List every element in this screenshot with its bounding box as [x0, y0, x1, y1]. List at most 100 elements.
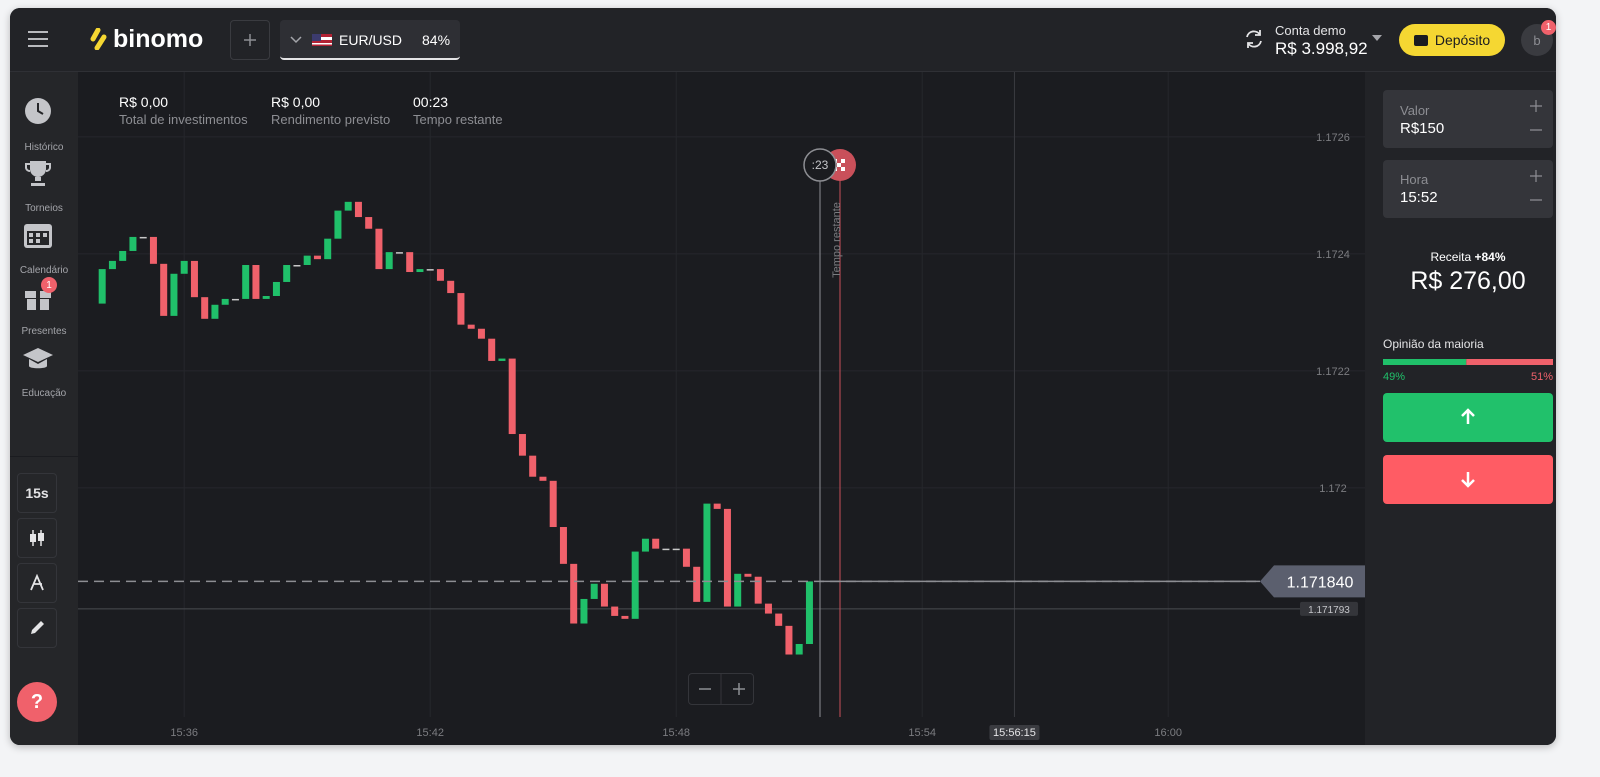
- chevron: [290, 36, 302, 44]
- y-tick-label: 1.1724: [1316, 249, 1350, 261]
- help-button[interactable]: ?: [17, 682, 57, 722]
- history-icon[interactable]: [23, 96, 53, 126]
- candle: [436, 269, 444, 281]
- candle: [201, 297, 209, 319]
- candle: [406, 252, 414, 273]
- majority-down-bar: [1466, 359, 1553, 365]
- profit: R$ 276,00: [1410, 267, 1526, 295]
- expiry-label: 15:56:15: [993, 727, 1036, 739]
- time-input[interactable]: Hora 15:52: [1383, 160, 1553, 218]
- candle: [375, 228, 383, 270]
- account-label[interactable]: Conta demo: [1275, 23, 1346, 38]
- down-arrow: [1461, 472, 1475, 488]
- candle: [313, 255, 321, 260]
- header: binomo EUR/USD 84% Conta demo R$ 3.998,9…: [10, 8, 1556, 72]
- candle: [149, 236, 157, 264]
- logo-icon: [90, 28, 107, 50]
- expiry-label-box: [989, 725, 1040, 740]
- candle: [693, 566, 701, 602]
- y-tick-label: 1.172: [1319, 483, 1347, 495]
- current-price-label: 1.171840: [1287, 574, 1354, 591]
- candle: [734, 573, 742, 607]
- candle: [160, 263, 168, 316]
- education-icon[interactable]: [22, 346, 54, 372]
- y-tick-label: 1.1722: [1316, 366, 1350, 378]
- calendar-icon[interactable]: [24, 221, 52, 248]
- timer-countdown: :23: [812, 158, 829, 172]
- candle: [98, 269, 106, 304]
- stepper[interactable]: [1529, 168, 1543, 208]
- chart-type-button[interactable]: [17, 518, 57, 558]
- down-button[interactable]: [1383, 455, 1553, 504]
- candle: [211, 304, 219, 319]
- amount-label: Valor: [1400, 103, 1430, 118]
- candle: [252, 265, 260, 299]
- logo[interactable]: binomo: [113, 25, 204, 53]
- nav-label[interactable]: Torneios: [25, 203, 63, 214]
- majority-bar: [1383, 359, 1553, 365]
- deposit-label: Depósito: [1434, 32, 1491, 48]
- current-price-box: [1260, 565, 1365, 598]
- candle: [262, 296, 270, 299]
- stat-value: R$ 0,00: [271, 94, 321, 110]
- asset-name: EUR/USD: [339, 32, 403, 48]
- x-tick-label: 15:48: [662, 727, 690, 739]
- timeframe-button[interactable]: 15s: [17, 473, 57, 513]
- candle: [580, 598, 588, 624]
- asset-tab[interactable]: EUR/USD 84%: [280, 20, 460, 60]
- candle: [334, 210, 342, 239]
- divider: [10, 456, 78, 457]
- time: 15:52: [1400, 189, 1438, 206]
- candle: [703, 503, 711, 602]
- candle: [682, 548, 690, 567]
- trophy-icon[interactable]: [24, 159, 52, 187]
- candle: [354, 201, 362, 218]
- candle: [590, 583, 598, 599]
- indicator-icon: [30, 574, 44, 591]
- refresh-icon[interactable]: [1243, 28, 1265, 50]
- stepper[interactable]: [1529, 98, 1543, 138]
- previous-price-label: 1.171793: [1308, 605, 1350, 616]
- candle: [559, 527, 567, 564]
- menu-icon[interactable]: [28, 30, 48, 48]
- majority-up: 49%: [1383, 371, 1406, 383]
- app: binomo EUR/USD 84% Conta demo R$ 3.998,9…: [10, 8, 1556, 745]
- payout: +84%: [1474, 250, 1506, 264]
- pencil-icon: [31, 621, 44, 634]
- candle: [190, 260, 198, 298]
- nav-label[interactable]: Presentes: [21, 326, 67, 337]
- candle: [293, 265, 301, 267]
- y-tick-label: 1.1726: [1316, 132, 1350, 144]
- timer-circle: [803, 148, 837, 182]
- candle: [139, 236, 147, 239]
- amount-input[interactable]: Valor R$150: [1383, 90, 1553, 148]
- zoom-icons[interactable]: [689, 674, 753, 704]
- candle: [775, 613, 783, 626]
- nav-label[interactable]: Educação: [21, 388, 67, 399]
- amount: R$150: [1400, 120, 1445, 137]
- candle: [447, 280, 455, 294]
- candle: [662, 548, 670, 551]
- nav-label[interactable]: Calendário: [19, 265, 69, 276]
- candle: [611, 606, 619, 616]
- add-asset-button[interactable]: [230, 20, 270, 60]
- indicators-button[interactable]: [17, 563, 57, 603]
- candle: [344, 201, 352, 211]
- deposit-button[interactable]: Depósito: [1399, 24, 1505, 56]
- chart: 1.1726 1.1724 1.1722 1.172 15:36 15:42 15:48 15…: [78, 72, 1365, 740]
- up-button[interactable]: [1383, 393, 1553, 442]
- candle: [477, 328, 485, 339]
- gift-icon[interactable]: [24, 283, 52, 311]
- candle: [221, 298, 229, 305]
- nav-label[interactable]: Histórico: [24, 142, 64, 153]
- draw-button[interactable]: [17, 608, 57, 648]
- candle: [365, 217, 373, 229]
- balance[interactable]: R$ 3.998,92: [1275, 39, 1368, 58]
- candle: [426, 269, 434, 271]
- candle: [119, 250, 127, 261]
- timer-label: Tempo restante: [831, 202, 843, 278]
- account-caret[interactable]: [1372, 35, 1382, 41]
- zoom-controls: [688, 673, 754, 705]
- candle: [600, 583, 608, 607]
- x-tick-label: 15:54: [908, 727, 936, 739]
